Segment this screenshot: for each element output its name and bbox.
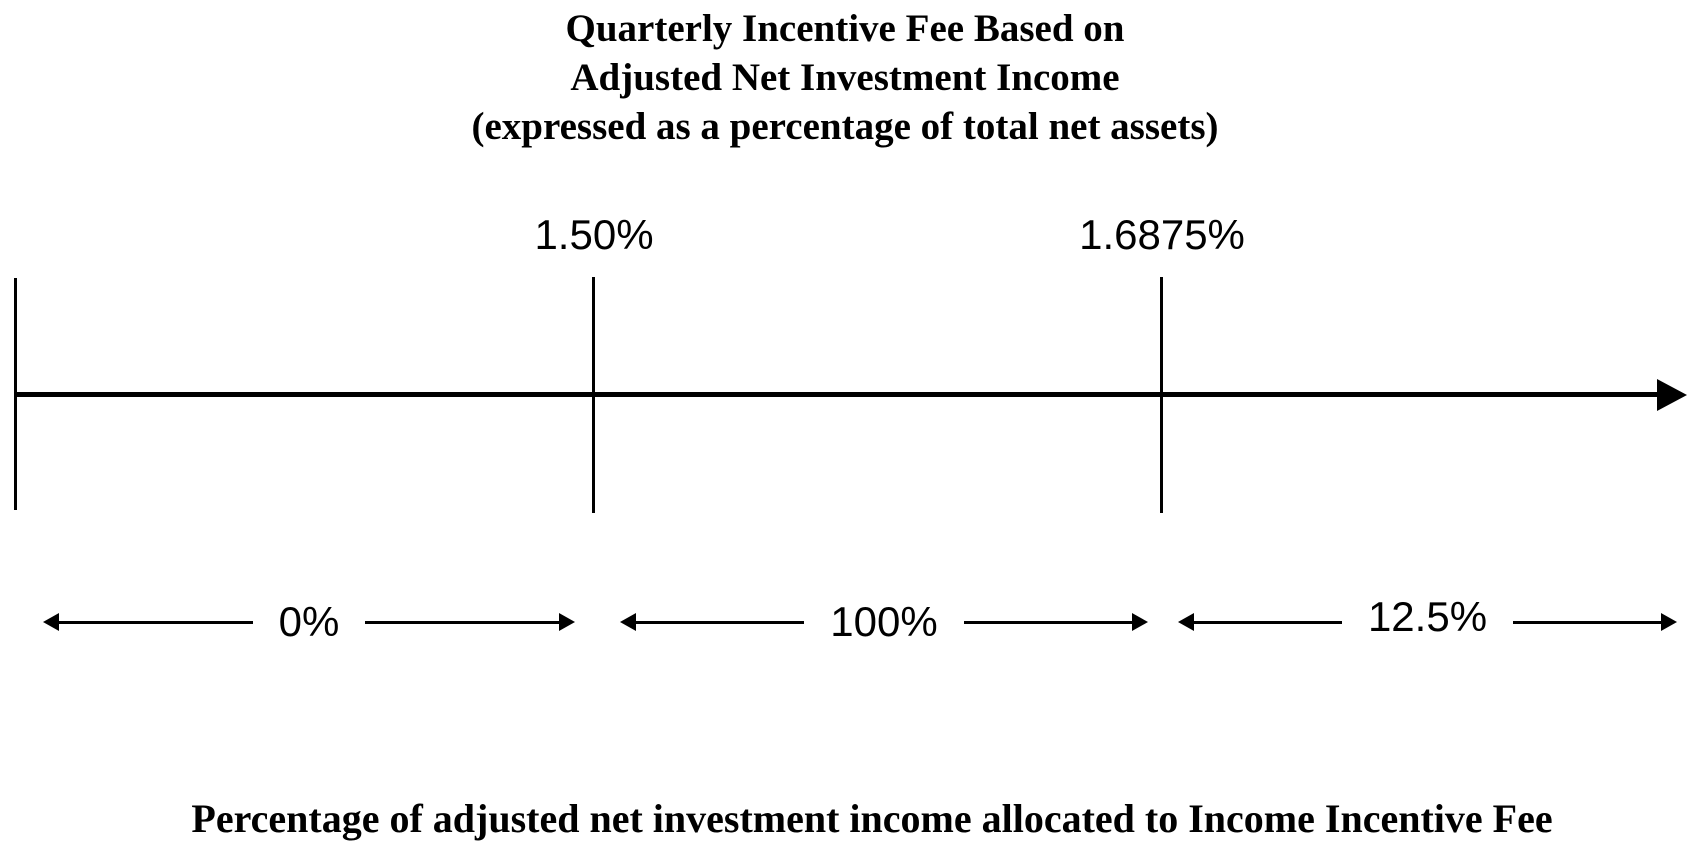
segment-line <box>1194 620 1342 624</box>
figure-title-line-3: (expressed as a percentage of total net … <box>471 105 1219 148</box>
axis-tick-1-6875 <box>1160 277 1163 513</box>
arrowhead-left-icon <box>620 613 636 631</box>
segment-label-12-5pct: 12.5% <box>1367 593 1488 640</box>
arrowhead-right-icon <box>1661 613 1677 631</box>
arrowhead-right-icon <box>559 613 576 631</box>
segment-arrow-0pct: 0% <box>43 598 576 645</box>
segment-line <box>636 620 805 624</box>
segment-label-0pct: 0% <box>278 598 340 645</box>
segment-arrow-12-5pct: 12.5% <box>1178 596 1677 643</box>
arrowhead-left-icon <box>43 613 59 631</box>
segment-line <box>365 620 560 624</box>
segment-line <box>1513 620 1661 624</box>
segment-label-100pct: 100% <box>830 598 938 645</box>
arrowhead-left-icon <box>1178 613 1194 631</box>
threshold-label-1-6875: 1.6875% <box>1079 211 1245 258</box>
figure-title: Quarterly Incentive Fee Based on Adjuste… <box>0 4 1690 151</box>
segment-line <box>963 620 1133 624</box>
segment-line <box>59 620 253 624</box>
axis-tick-1-50 <box>592 277 595 513</box>
axis-right-arrowhead-icon <box>1657 379 1687 411</box>
figure-title-line-2: Adjusted Net Investment Income <box>570 56 1120 99</box>
figure-caption: Percentage of adjusted net investment in… <box>191 796 1553 841</box>
axis-line <box>14 392 1660 397</box>
arrowhead-right-icon <box>1132 613 1149 631</box>
figure-title-line-1: Quarterly Incentive Fee Based on <box>565 7 1125 50</box>
segment-arrow-100pct: 100% <box>620 598 1149 645</box>
threshold-label-1-50: 1.50% <box>534 211 654 258</box>
